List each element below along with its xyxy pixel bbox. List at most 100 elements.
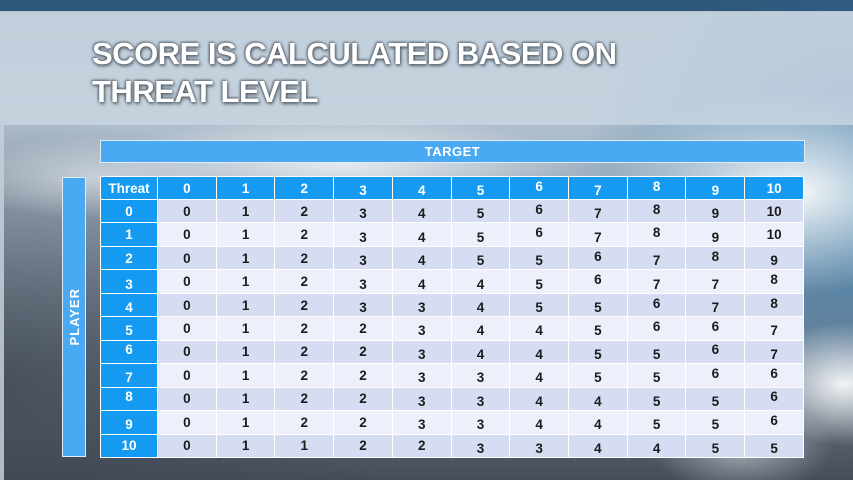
score-cell: 1 bbox=[215, 198, 276, 224]
threat-row-header: 6 bbox=[100, 339, 158, 365]
score-cell: 1 bbox=[215, 386, 276, 412]
score-cell: 4 bbox=[509, 363, 570, 388]
score-cell: 5 bbox=[509, 269, 570, 294]
threat-row-header: 8 bbox=[100, 386, 158, 412]
score-cell: 1 bbox=[215, 410, 276, 435]
score-cell: 5 bbox=[509, 245, 570, 271]
score-cell: 3 bbox=[333, 245, 393, 271]
score-cell: 2 bbox=[274, 316, 335, 341]
score-cell: 5 bbox=[568, 316, 628, 341]
score-cell: 4 bbox=[568, 433, 628, 459]
score-cell: 7 bbox=[685, 292, 746, 318]
score-cell: 6 bbox=[744, 410, 804, 435]
score-cell: 7 bbox=[744, 316, 804, 341]
score-cell: 4 bbox=[450, 316, 511, 341]
target-col-header: 2 bbox=[274, 176, 335, 200]
score-table-header: Threat 0 1 2 3 4 5 6 7 8 9 10 bbox=[100, 176, 804, 200]
score-cell: 7 bbox=[685, 269, 746, 294]
score-cell: 5 bbox=[685, 410, 746, 435]
threat-row-header: 4 bbox=[100, 292, 158, 318]
target-axis-text: TARGET bbox=[424, 144, 481, 159]
threat-row-header: 7 bbox=[100, 363, 158, 388]
score-cell: 3 bbox=[391, 316, 452, 341]
score-cell: 8 bbox=[626, 198, 687, 224]
score-cell: 1 bbox=[215, 363, 276, 388]
score-cell: 5 bbox=[626, 363, 687, 388]
score-cell: 3 bbox=[333, 222, 393, 247]
score-cell: 4 bbox=[391, 198, 452, 224]
score-cell: 4 bbox=[391, 245, 452, 271]
score-cell: 1 bbox=[215, 316, 276, 341]
score-cell: 1 bbox=[215, 269, 276, 294]
score-cell: 1 bbox=[274, 433, 335, 459]
threat-row-header: 5 bbox=[100, 316, 158, 341]
score-cell: 10 bbox=[744, 198, 804, 224]
score-cell: 0 bbox=[157, 292, 217, 318]
score-cell: 3 bbox=[450, 363, 511, 388]
score-cell: 3 bbox=[391, 410, 452, 435]
score-cell: 5 bbox=[685, 386, 746, 412]
score-cell: 6 bbox=[626, 292, 687, 318]
score-cell: 6 bbox=[685, 316, 746, 341]
score-cell: 2 bbox=[274, 245, 335, 271]
score-cell: 8 bbox=[744, 292, 804, 318]
score-cell: 7 bbox=[568, 198, 628, 224]
player-axis-label: PLAYER bbox=[62, 177, 86, 457]
threat-row-header: 3 bbox=[100, 269, 158, 294]
score-cell: 2 bbox=[333, 316, 393, 341]
score-cell: 2 bbox=[333, 386, 393, 412]
player-axis-text: PLAYER bbox=[66, 288, 82, 346]
score-cell: 3 bbox=[450, 386, 511, 412]
score-cell: 4 bbox=[568, 410, 628, 435]
target-col-header: 5 bbox=[450, 176, 511, 200]
score-cell: 2 bbox=[333, 410, 393, 435]
score-cell: 0 bbox=[157, 222, 217, 247]
score-cell: 3 bbox=[450, 433, 511, 459]
score-cell: 6 bbox=[744, 386, 804, 412]
target-col-header: 3 bbox=[333, 176, 393, 200]
score-cell: 0 bbox=[157, 245, 217, 271]
title-line-2: THREAT LEVEL bbox=[92, 74, 318, 109]
score-cell: 1 bbox=[215, 339, 276, 365]
score-cell: 0 bbox=[157, 339, 217, 365]
score-cell: 1 bbox=[215, 433, 276, 459]
score-cell: 0 bbox=[157, 410, 217, 435]
score-cell: 2 bbox=[274, 339, 335, 365]
target-axis-label: TARGET bbox=[100, 140, 805, 163]
score-cell: 4 bbox=[391, 222, 452, 247]
score-cell: 4 bbox=[450, 292, 511, 318]
score-matrix-table: Threat 0 1 2 3 4 5 6 7 8 9 10 0 0 1 2 3 4 5 6 7 8 9 10 1 0 1 2 3 4 5 6… bbox=[100, 176, 804, 459]
score-cell: 8 bbox=[685, 245, 746, 271]
threat-corner-header: Threat bbox=[100, 176, 158, 200]
score-cell: 2 bbox=[274, 410, 335, 435]
score-cell: 5 bbox=[626, 339, 687, 365]
score-cell: 0 bbox=[157, 363, 217, 388]
score-cell: 4 bbox=[450, 339, 511, 365]
score-cell: 5 bbox=[568, 292, 628, 318]
score-cell: 3 bbox=[333, 198, 393, 224]
score-cell: 3 bbox=[333, 269, 393, 294]
target-col-header: 9 bbox=[685, 176, 746, 200]
score-cell: 7 bbox=[626, 269, 687, 294]
score-cell: 6 bbox=[568, 245, 628, 271]
score-cell: 0 bbox=[157, 316, 217, 341]
title-banner: SCORE IS CALCULATED BASED ON THREAT LEVEL bbox=[0, 11, 853, 125]
threat-row-header: 10 bbox=[100, 433, 158, 459]
score-cell: 1 bbox=[215, 292, 276, 318]
score-cell: 2 bbox=[274, 198, 335, 224]
score-cell: 9 bbox=[744, 245, 804, 271]
score-cell: 7 bbox=[744, 339, 804, 365]
score-cell: 4 bbox=[509, 316, 570, 341]
score-cell: 6 bbox=[685, 363, 746, 388]
score-cell: 6 bbox=[744, 363, 804, 388]
target-col-header: 1 bbox=[215, 176, 276, 200]
score-cell: 3 bbox=[391, 339, 452, 365]
score-table-row: 0 0 1 2 3 4 5 6 7 8 9 10 bbox=[100, 198, 804, 224]
threat-row-header: 2 bbox=[100, 245, 158, 271]
score-cell: 5 bbox=[568, 363, 628, 388]
score-table-row: 1 0 1 2 3 4 5 6 7 8 9 10 bbox=[100, 222, 804, 247]
